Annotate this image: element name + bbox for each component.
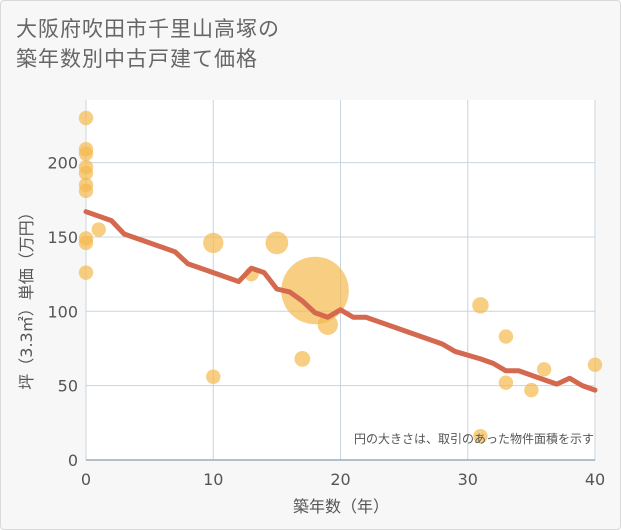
y-tick-label: 200 bbox=[47, 154, 78, 173]
y-tick-label: 150 bbox=[47, 228, 78, 247]
data-point bbox=[78, 183, 94, 199]
data-point bbox=[91, 222, 106, 237]
data-point bbox=[78, 235, 94, 251]
data-point bbox=[78, 265, 94, 280]
data-point bbox=[498, 329, 514, 344]
data-point bbox=[203, 232, 224, 254]
data-point bbox=[317, 314, 338, 335]
chart-title: 大阪府吹田市千里山高塚の 築年数別中古戸建て価格 bbox=[16, 14, 280, 74]
trend-line bbox=[83, 209, 598, 393]
data-point bbox=[78, 110, 94, 126]
tick-labels: 0 50 100 150 200 0 10 20 30 40 bbox=[47, 154, 605, 489]
data-point bbox=[498, 375, 514, 390]
x-tick-label: 0 bbox=[81, 470, 91, 489]
x-axis-label: 築年数（年） bbox=[293, 497, 389, 516]
y-tick-label: 0 bbox=[68, 451, 78, 470]
y-axis-label: 坪（3.3㎡）単価（万円） bbox=[17, 204, 36, 389]
data-point bbox=[206, 369, 221, 384]
data-point bbox=[473, 429, 488, 444]
x-tick-label: 10 bbox=[203, 470, 223, 489]
x-tick-label: 20 bbox=[330, 470, 350, 489]
trend-line-group bbox=[83, 209, 598, 393]
x-tick-label: 40 bbox=[585, 470, 605, 489]
x-tick-label: 30 bbox=[458, 470, 478, 489]
data-point bbox=[78, 146, 94, 161]
data-point bbox=[536, 362, 552, 377]
y-tick-label: 50 bbox=[58, 377, 78, 396]
data-point bbox=[294, 350, 311, 367]
size-note: 円の大きさは、取引のあった物件面積を示す bbox=[354, 431, 594, 446]
data-point bbox=[472, 297, 489, 314]
data-point bbox=[78, 165, 94, 181]
y-tick-label: 100 bbox=[47, 302, 78, 321]
data-point bbox=[265, 231, 289, 255]
data-point bbox=[524, 382, 539, 398]
title-line-2: 築年数別中古戸建て価格 bbox=[16, 47, 258, 71]
data-point bbox=[587, 357, 603, 373]
title-line-1: 大阪府吹田市千里山高塚の bbox=[16, 17, 280, 41]
data-point bbox=[281, 256, 349, 325]
